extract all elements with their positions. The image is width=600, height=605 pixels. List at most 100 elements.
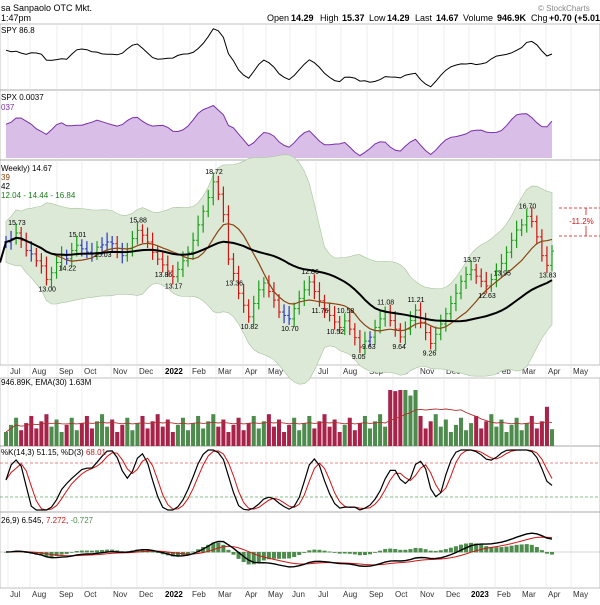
x-tick-label: Apr <box>548 367 561 376</box>
price-label: 10.52 <box>327 329 345 336</box>
price-label: 11.76 <box>311 308 328 315</box>
open-label: Open <box>267 13 289 23</box>
macd-hist-bar <box>418 548 423 553</box>
watermark: © StockCharts <box>538 4 590 13</box>
volume-bar <box>79 423 84 446</box>
x-tick-label: Jul <box>10 367 20 376</box>
volume-bar <box>256 428 261 446</box>
macd-hist-bar <box>221 544 226 553</box>
x-tick-label: Dec <box>446 590 460 599</box>
volume-bar <box>357 423 362 446</box>
macd-hist-bar <box>458 544 464 553</box>
macd-hist-bar <box>413 547 418 553</box>
volume-bar <box>160 426 165 446</box>
macd-hist-bar <box>388 548 393 553</box>
x-tick-label: Dec <box>139 367 153 376</box>
x-tick-label: Mar <box>218 590 232 599</box>
macd-hist-bar <box>64 552 69 554</box>
volume-bar <box>221 419 226 446</box>
volume-bar <box>196 415 201 446</box>
macd-hist-bar <box>287 552 292 559</box>
price-label: 16.70 <box>519 203 537 210</box>
rel-spx-line <box>5 104 553 157</box>
volume-bar <box>29 415 34 446</box>
volume-bar <box>251 415 256 446</box>
x-tick-label: Oct <box>84 590 97 599</box>
chg-value: +0.70 (+5.01 <box>549 13 600 23</box>
volume-bar <box>413 390 418 446</box>
macd-hist-bar <box>271 552 276 559</box>
price-label: 9.63 <box>362 344 376 351</box>
macd-signal-line <box>6 536 553 566</box>
volume-bar <box>534 428 539 446</box>
price-label: 9.64 <box>392 344 406 351</box>
x-tick-label: Feb <box>497 590 511 599</box>
macd-hist-bar <box>499 547 504 553</box>
macd-hist-bar <box>302 552 307 553</box>
volume-bar <box>438 426 443 446</box>
volume-bar <box>378 414 383 446</box>
volume-bar <box>115 432 120 446</box>
low-label: Low <box>369 13 386 23</box>
volume-bar <box>347 417 352 446</box>
volume-bar <box>39 421 44 446</box>
volume-bar <box>539 421 544 446</box>
volume-bar <box>226 432 231 446</box>
volume-bar <box>3 432 9 446</box>
last-label: Last <box>415 13 433 23</box>
x-tick-label: Sep <box>369 590 384 599</box>
open-value: 14.29 <box>291 13 314 23</box>
macd-hist-bar <box>509 545 514 553</box>
stoch-d-line <box>5 449 553 511</box>
macd-hist-bar <box>504 546 509 553</box>
stoch-label: %K(14,3) 51.15, %D(3) 68.01 <box>1 448 107 457</box>
volume-bar <box>130 430 135 446</box>
macd-hist-bar <box>246 552 251 565</box>
macd-hist-bar <box>534 546 539 553</box>
volume-bar <box>276 419 282 446</box>
macd-hist-bar <box>408 549 413 553</box>
ma1-label: 39 <box>1 173 10 182</box>
volume-bar <box>479 428 484 446</box>
price-label: 13.00 <box>38 287 56 294</box>
volume-bar <box>464 430 469 446</box>
volume-bar <box>120 424 125 446</box>
price-label: 9.05 <box>352 354 366 361</box>
macd-hist-bar <box>226 549 231 553</box>
x-tick-label: Mar <box>522 590 536 599</box>
macd-hist-bar <box>519 544 524 553</box>
macd-hist-bar <box>79 550 84 553</box>
macd-hist-bar <box>94 550 100 553</box>
macd-hist-bar <box>438 550 443 553</box>
macd-hist-bar <box>297 552 302 556</box>
volume-bar <box>499 419 504 446</box>
macd-hist-bar <box>544 552 549 554</box>
volume-bar <box>514 417 519 446</box>
macd-hist-bar <box>322 550 327 553</box>
price-label: 10.58 <box>337 308 355 315</box>
price-label: 9.26 <box>423 350 437 357</box>
volume-bar <box>423 428 428 446</box>
x-tick-label: Nov <box>113 367 127 376</box>
macd-hist-bar <box>69 552 74 553</box>
macd-hist-bar <box>393 549 398 553</box>
macd-hist-bar <box>549 552 555 555</box>
price-label: 15.88 <box>129 217 147 224</box>
price-annotations: 15.73 15.01 15.03 15.88 14.22 13.00 13.86 13.17… <box>8 169 556 361</box>
volume-bar <box>489 414 494 446</box>
macd-hist-bar <box>479 544 484 553</box>
macd-hist-bar <box>469 542 474 553</box>
volume-bar <box>14 417 19 446</box>
price-label: 10.70 <box>281 326 299 333</box>
stoch-k-line <box>5 449 553 511</box>
volume-bar <box>509 424 514 446</box>
macd-hist-bar <box>373 552 378 553</box>
volume-bar <box>373 421 378 446</box>
macd-hist-bar <box>206 544 211 553</box>
price-label: 12.86 <box>301 269 319 276</box>
rel-spy-panel <box>0 23 600 91</box>
projection-label: -11.2% <box>569 217 594 226</box>
macd-hist-bar <box>357 552 362 556</box>
